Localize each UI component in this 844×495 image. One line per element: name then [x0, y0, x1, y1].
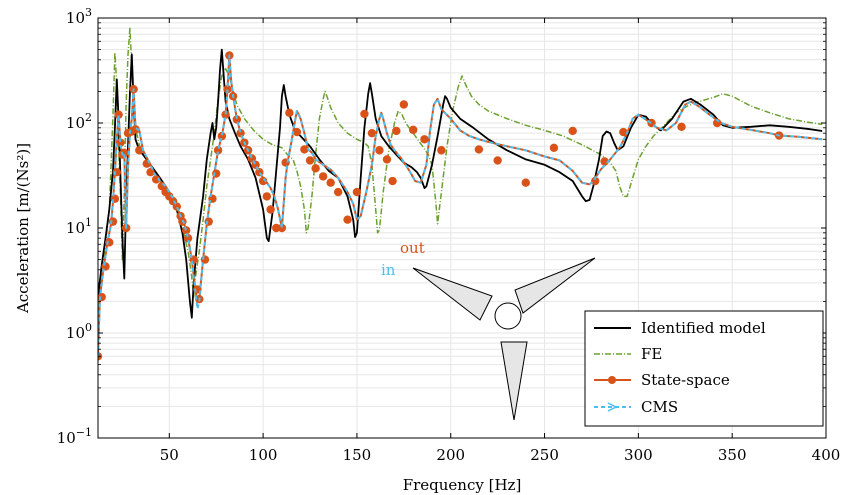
state-space-marker	[143, 159, 151, 167]
y-tick-label: 103	[66, 6, 92, 27]
legend-state-space-label: State-space	[641, 371, 730, 389]
state-space-marker	[493, 156, 501, 164]
turbine-icon	[413, 258, 595, 420]
x-tick-label: 200	[436, 446, 465, 464]
x-tick-label: 350	[718, 446, 747, 464]
state-space-marker	[111, 195, 119, 203]
legend-identified-label: Identified model	[641, 319, 766, 337]
state-space-marker	[475, 145, 483, 153]
y-tick-label: 102	[66, 111, 92, 132]
y-tick-label: 101	[66, 216, 92, 237]
legend-state-space-marker	[608, 376, 616, 384]
state-space-marker	[285, 109, 293, 117]
state-space-marker	[109, 217, 117, 225]
x-tick-label: 100	[249, 446, 278, 464]
state-space-marker	[251, 161, 259, 169]
state-space-marker	[619, 128, 627, 136]
state-space-marker	[173, 202, 181, 210]
x-tick-label: 250	[530, 446, 559, 464]
x-axis-label: Frequency [Hz]	[403, 476, 522, 494]
state-space-marker	[550, 144, 558, 152]
x-tick-label: 150	[343, 446, 372, 464]
state-space-marker	[263, 192, 271, 200]
state-space-marker	[343, 215, 351, 223]
legend-fe-label: FE	[641, 345, 662, 363]
turbine-blade-right-icon	[515, 258, 595, 313]
state-space-marker	[437, 146, 445, 154]
turbine-blade-bottom-icon	[501, 342, 527, 420]
x-tick-label: 50	[160, 446, 179, 464]
state-space-marker	[319, 172, 327, 180]
y-tick-label: 10−1	[57, 426, 92, 447]
state-space-marker	[353, 188, 361, 196]
state-space-marker	[420, 135, 428, 143]
state-space-marker	[375, 146, 383, 154]
y-tick-label: 100	[66, 321, 92, 342]
state-space-marker	[98, 293, 106, 301]
state-space-marker	[383, 155, 391, 163]
annotation-in: in	[381, 261, 396, 279]
state-space-marker	[334, 188, 342, 196]
state-space-marker	[677, 123, 685, 131]
y-axis-label: Acceleration [m/(Ns²)]	[14, 143, 32, 314]
state-space-marker	[388, 177, 396, 185]
state-space-marker	[105, 238, 113, 246]
state-space-marker	[400, 100, 408, 108]
turbine-hub-icon	[495, 303, 521, 329]
legend: Identified model FE State-space CMS	[585, 311, 823, 426]
state-space-marker	[311, 164, 319, 172]
state-space-marker	[360, 110, 368, 118]
x-tick-label: 400	[812, 446, 841, 464]
state-space-marker	[306, 156, 314, 164]
x-tick-label: 300	[624, 446, 653, 464]
state-space-marker	[212, 169, 220, 177]
state-space-marker	[569, 127, 577, 135]
state-space-marker	[326, 179, 334, 187]
annotation-out: out	[400, 239, 425, 257]
state-space-marker	[522, 179, 530, 187]
legend-cms-label: CMS	[641, 398, 678, 416]
turbine-blade-left-icon	[413, 268, 492, 320]
state-space-marker	[409, 126, 417, 134]
state-space-marker	[266, 205, 274, 213]
state-space-marker	[392, 127, 400, 135]
